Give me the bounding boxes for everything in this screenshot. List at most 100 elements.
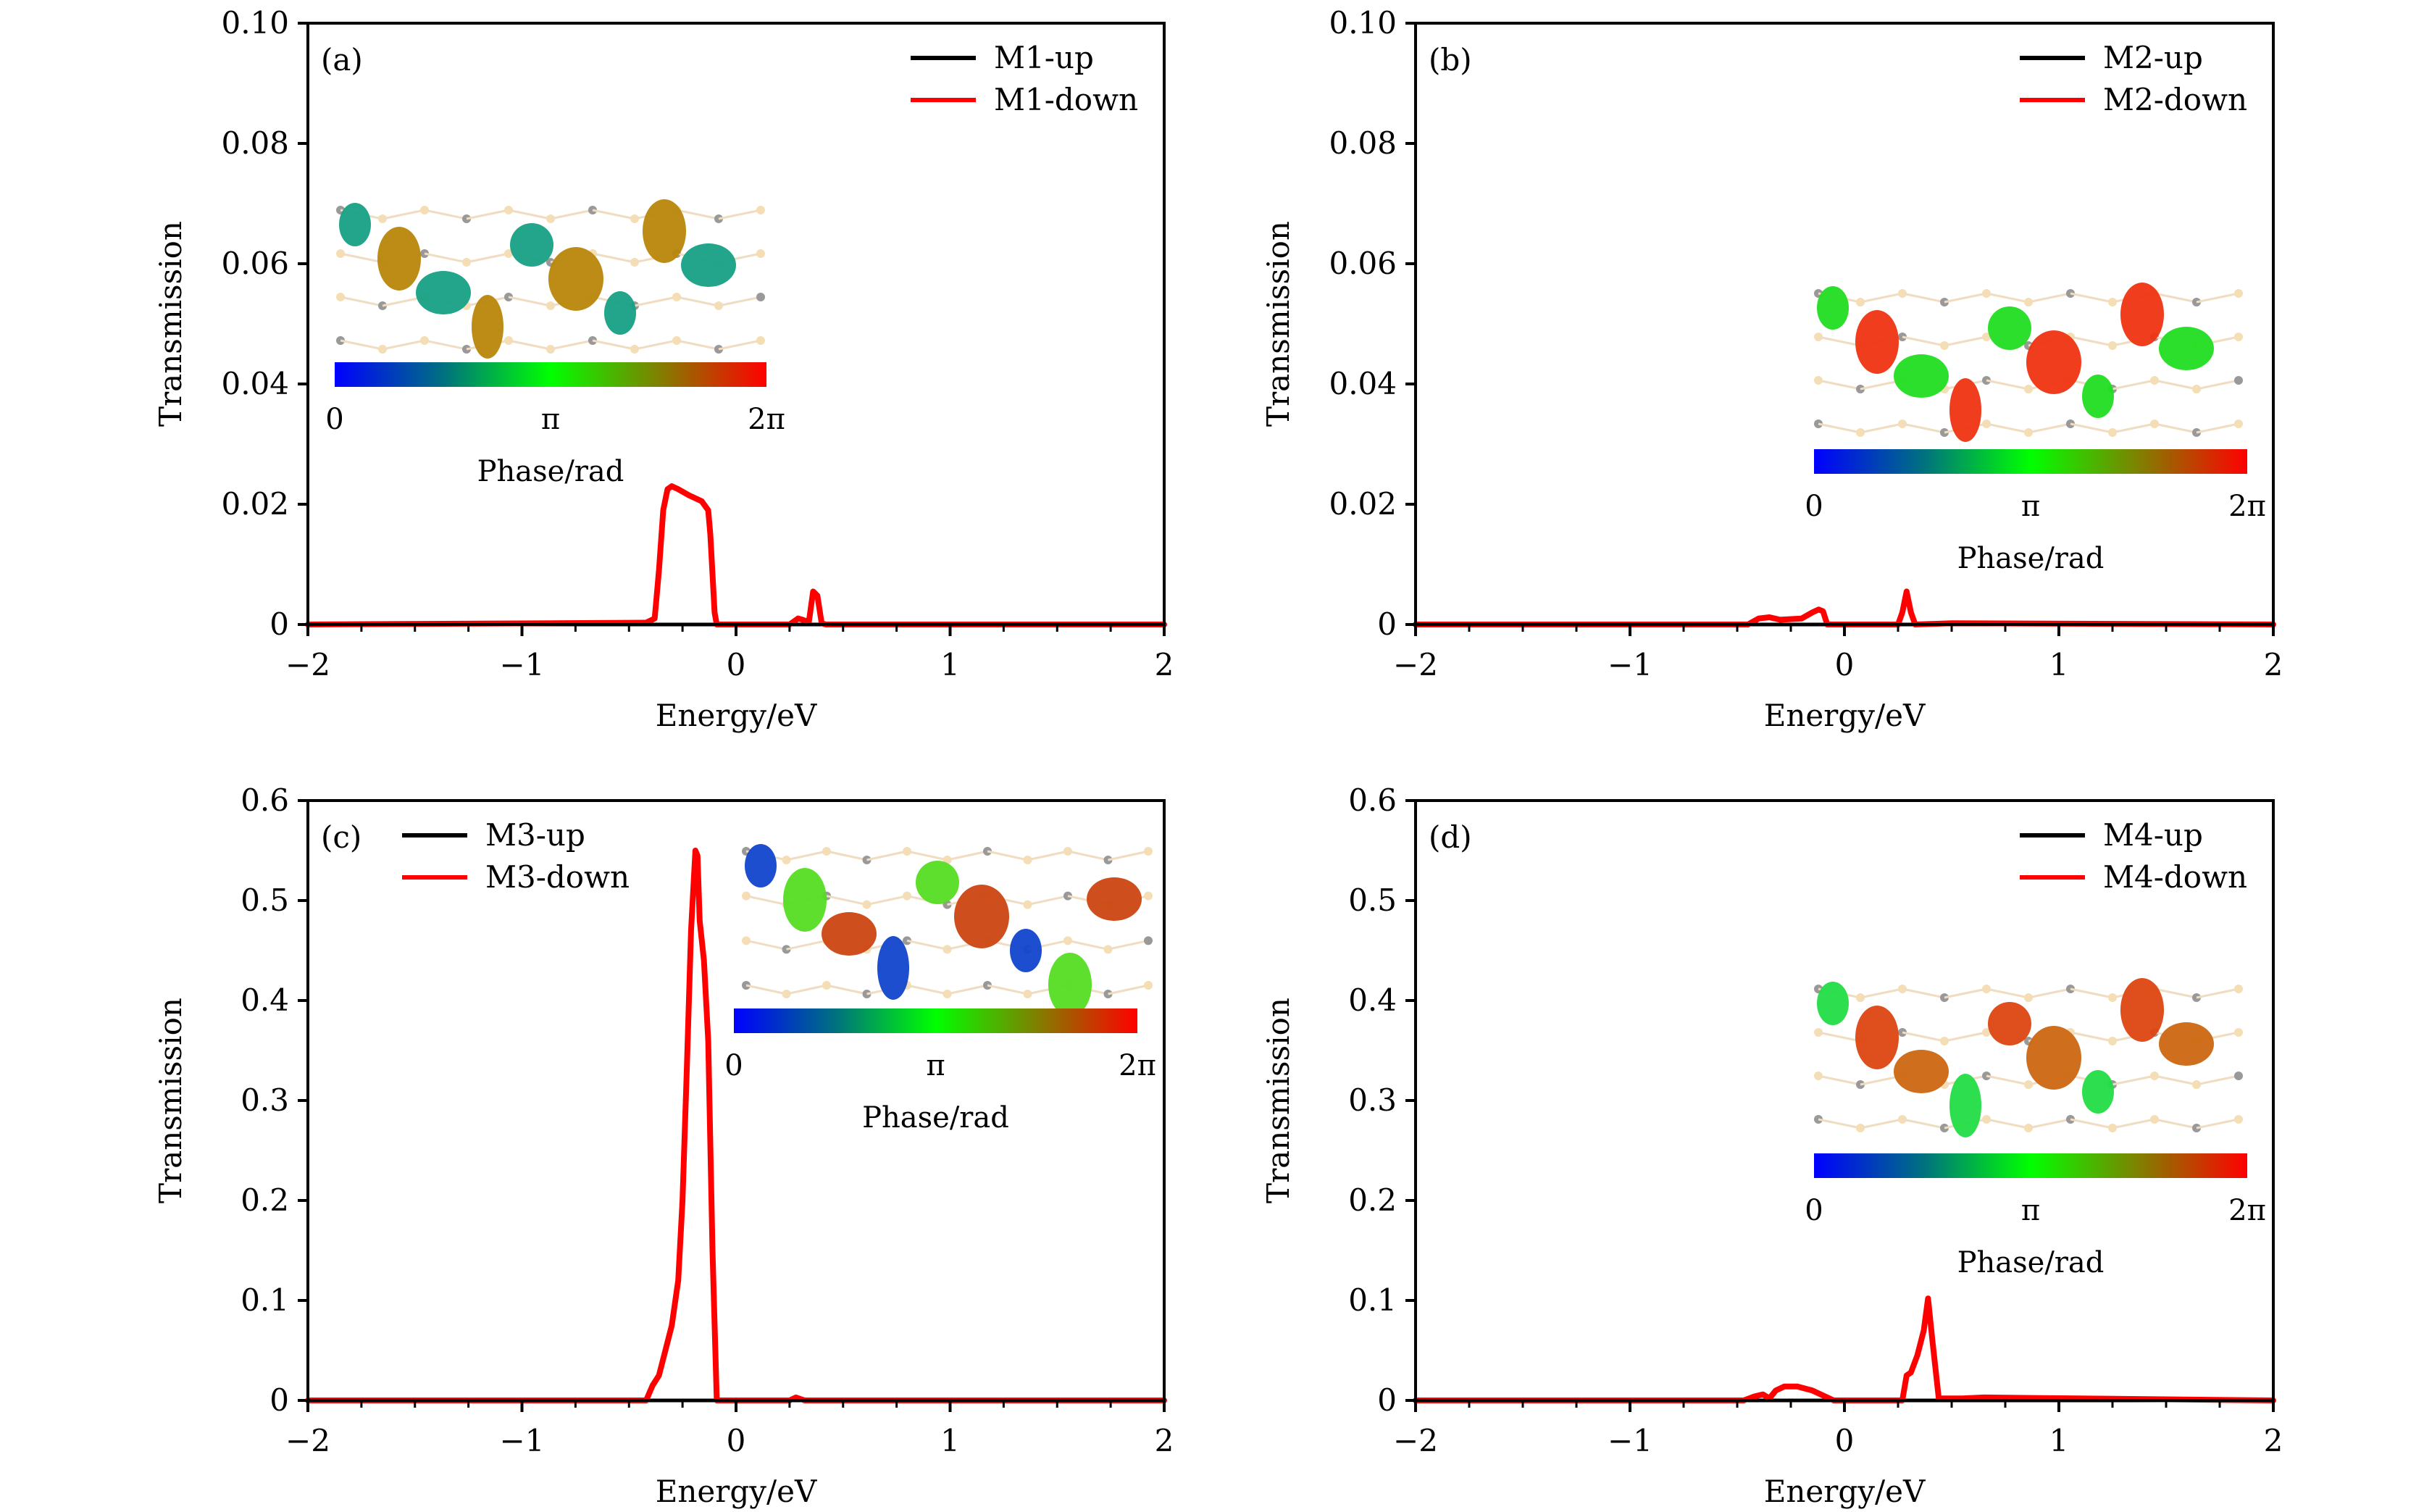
bond: [1067, 939, 1108, 951]
molecule-image: [742, 844, 1153, 1016]
bond: [2112, 379, 2155, 390]
orbital-lobe: [1894, 354, 1949, 398]
atom: [756, 336, 765, 345]
y-tick-label: 0.10: [221, 5, 289, 41]
bond: [382, 209, 425, 220]
bond: [1944, 987, 1987, 999]
x-tick-label: 1: [940, 647, 960, 682]
x-tick-label: 2: [2264, 1423, 2283, 1458]
orbital-lobe: [2120, 283, 2164, 346]
bond: [786, 850, 827, 861]
inset: 0 π 2π Phase/rad: [325, 199, 785, 488]
bond: [1027, 850, 1069, 861]
x-tick-label: 1: [940, 1423, 960, 1458]
colorbar-tick-label: π: [541, 403, 560, 436]
bond: [550, 209, 593, 220]
orbital-lobe: [1949, 378, 1981, 442]
legend-label: M4-down: [2103, 859, 2247, 895]
orbital-lobe: [604, 291, 636, 335]
orbital-lobe: [1817, 286, 1849, 330]
y-tick-label: 0.4: [241, 982, 289, 1018]
series-line-M1-down: [305, 483, 1167, 627]
bond: [466, 252, 509, 264]
atom: [2234, 289, 2243, 298]
bond: [1860, 987, 1903, 999]
panel-d: 0 π 2π Phase/rad −2 −1 0 1 2 0 0.1 0.2 0.3 0.4 0.5 0.6 E…: [1261, 782, 2283, 1509]
bond: [906, 939, 948, 951]
colorbar-tick-label: 0: [1805, 490, 1823, 523]
atom: [756, 249, 765, 258]
x-tick-label: −1: [1608, 1423, 1652, 1458]
orbital-lobe: [2026, 330, 2081, 394]
orbital-lobe: [1855, 310, 1899, 374]
orbital-lobe: [1087, 877, 1142, 921]
atom: [756, 293, 765, 301]
atom: [2234, 1028, 2243, 1037]
orbital-lobe: [2159, 327, 2214, 370]
series-line-M3-down: [305, 848, 1167, 1403]
y-tick-label: 0.04: [221, 366, 289, 401]
bond: [2112, 422, 2155, 434]
bond: [1902, 292, 1945, 304]
bond: [866, 850, 908, 861]
x-tick-label: 0: [727, 1423, 746, 1458]
orbital-lobe: [1010, 929, 1042, 972]
orbital-lobe: [472, 295, 503, 359]
bond: [866, 895, 908, 906]
y-tick-label: 0.08: [221, 125, 289, 161]
colorbar-title: Phase/rad: [1957, 542, 2105, 575]
colorbar-tick-label: 0: [325, 403, 343, 436]
bond: [1944, 1031, 1987, 1043]
orbital-lobe: [2120, 978, 2164, 1042]
inset: 0 π 2π Phase/rad: [724, 844, 1156, 1135]
colorbar-tick-label: 2π: [748, 403, 785, 436]
bond: [2070, 1118, 2113, 1129]
bond: [2196, 1118, 2239, 1129]
bond: [1067, 850, 1108, 861]
y-tick-label: 0: [1377, 606, 1397, 642]
orbital-lobe: [2082, 375, 2114, 418]
panel-label: (d): [1429, 819, 1472, 855]
bond: [987, 984, 1028, 995]
series-line-M4-down: [1413, 1295, 2276, 1403]
bond: [634, 296, 677, 307]
bond: [550, 339, 593, 351]
x-tick-label: 0: [1835, 1423, 1855, 1458]
bond: [2154, 379, 2197, 390]
bond: [718, 339, 761, 351]
bond: [1986, 379, 2029, 390]
legend-label: M3-down: [485, 859, 630, 895]
bond: [1902, 422, 1945, 434]
bond: [676, 339, 719, 351]
x-tick-label: 2: [1155, 1423, 1174, 1458]
y-tick-label: 0.5: [1348, 882, 1397, 918]
bond: [1818, 1118, 1861, 1129]
bond: [592, 339, 635, 351]
x-tick-label: −2: [1393, 1423, 1438, 1458]
orbital-lobe: [510, 223, 553, 267]
bond: [676, 209, 719, 220]
bond: [786, 939, 827, 951]
atom: [2234, 1115, 2243, 1124]
bond: [1986, 1118, 2029, 1129]
bond: [1860, 292, 1903, 304]
orbital-lobe: [877, 936, 909, 1000]
y-axis-label: Transmission: [1261, 998, 1296, 1203]
bond: [718, 296, 761, 307]
bond: [1986, 292, 2029, 304]
atom: [1144, 847, 1153, 856]
y-tick-label: 0.1: [1348, 1282, 1397, 1318]
atom: [2234, 376, 2243, 385]
bond: [1944, 292, 1987, 304]
orbital-lobe: [681, 243, 736, 287]
orbital-lobe: [954, 885, 1009, 948]
bond: [2070, 335, 2113, 347]
bond: [826, 850, 867, 861]
x-tick-label: −2: [1393, 647, 1438, 682]
atom: [756, 206, 765, 214]
bond: [2154, 422, 2197, 434]
legend: M1-up M1-down: [911, 40, 1138, 117]
colorbar-tick-label: 2π: [2228, 1194, 2266, 1227]
orbital-lobe: [1855, 1006, 1899, 1069]
x-axis-label: Energy/eV: [1764, 1474, 1926, 1509]
